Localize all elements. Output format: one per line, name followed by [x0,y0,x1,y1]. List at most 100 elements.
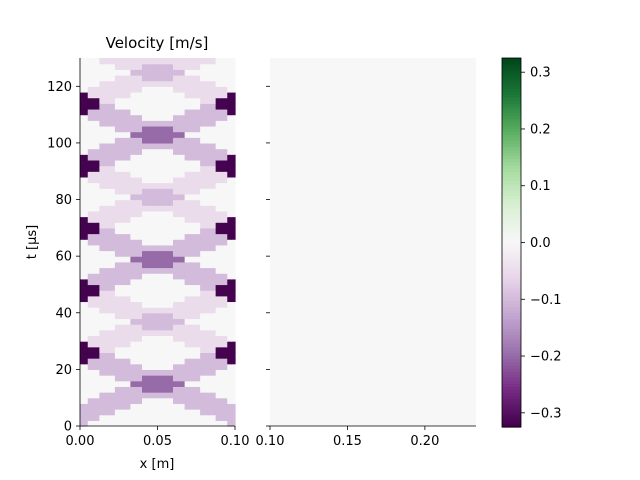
heatmap-cell [215,307,221,314]
heatmap-cell [204,278,209,286]
heatmap-cell [204,171,209,178]
heatmap-cell [99,414,104,421]
heatmap-cell [83,114,89,121]
heatmap-cell [157,148,162,155]
heatmap-cell [227,295,232,303]
heatmap-cell [80,380,85,387]
heatmap-cell [200,375,205,382]
heatmap-cell [184,176,190,184]
heatmap-cell [169,329,174,337]
heatmap-cell [173,131,178,138]
heatmap-cell [122,233,128,240]
heatmap-cell [153,346,159,353]
heatmap-cell [80,420,85,427]
heatmap-cell [200,295,205,303]
heatmap-cell [184,165,190,172]
heatmap-cell [161,108,166,116]
heatmap-cell [149,369,155,376]
heatmap-cell [153,154,159,161]
heatmap-cell [111,108,116,116]
heatmap-cell [91,335,97,342]
heatmap-cell [122,216,128,223]
heatmap-cell [99,142,104,150]
heatmap-cell [207,188,213,195]
heatmap-cell [207,159,213,167]
heatmap-cell [83,346,89,353]
heatmap-cell [227,324,232,331]
heatmap-cell [145,318,151,325]
heatmap-cell [111,74,116,82]
heatmap-cell [227,273,232,280]
heatmap-cell [165,414,170,421]
heatmap-cell [142,222,147,229]
heatmap-cell [142,137,147,144]
heatmap-cell [103,199,108,206]
heatmap-cell [161,352,166,359]
heatmap-cell [149,69,155,76]
heatmap-cell [134,131,139,138]
heatmap-cell [126,346,131,353]
heatmap-cell [107,318,112,325]
heatmap-cell [149,137,155,144]
heatmap-cell [204,386,209,393]
heatmap-cell [192,210,197,218]
heatmap-cell [122,171,128,178]
heatmap-cell [122,114,128,121]
heatmap-cell [153,131,159,138]
heatmap-cell [157,193,162,201]
heatmap-cell [184,188,190,195]
x-tick-label: 0.15 [333,434,362,449]
heatmap-cell [87,318,93,325]
heatmap-cell [130,131,135,138]
heatmap-cell [107,369,112,376]
heatmap-cell [103,375,108,382]
heatmap-cell [231,329,236,337]
heatmap-cell [188,375,193,382]
velocity-heatmap-right: 0.10 0.15 0.20 [256,58,476,449]
heatmap-cell [219,414,224,421]
heatmap-cell [114,256,120,263]
heatmap-cell [227,63,232,70]
heatmap-cell [157,267,162,274]
colorbar-swatch [502,402,521,407]
heatmap-cell [211,137,217,144]
heatmap-cell [184,74,190,82]
heatmap-cell [130,346,135,353]
heatmap-cell [161,74,166,82]
heatmap-cell [107,295,112,303]
heatmap-cell [130,86,135,93]
heatmap-cell [231,273,236,280]
heatmap-cell [134,290,139,297]
heatmap-cell [87,182,93,189]
heatmap-cell [207,301,213,308]
heatmap-cell [126,284,131,291]
heatmap-cell [142,216,147,223]
heatmap-cell [207,295,213,303]
heatmap-cell [180,176,186,184]
heatmap-cell [122,307,128,314]
heatmap-cell [118,256,124,263]
heatmap-cell [161,159,166,167]
heatmap-cell [211,114,217,121]
heatmap-cell [231,318,236,325]
heatmap-cell [138,329,143,337]
heatmap-cell [215,182,221,189]
heatmap-cell [231,420,236,427]
heatmap-cell [138,193,143,201]
colorbar-swatch [502,282,521,287]
x-tick-label: 0.10 [256,434,285,449]
heatmap-cell [118,239,124,246]
heatmap-cell [192,80,197,87]
heatmap-cell [103,312,108,320]
heatmap-cell [95,103,100,110]
heatmap-cell [118,375,124,382]
heatmap-cell [161,346,166,353]
heatmap-cell [134,307,139,314]
heatmap-cell [157,188,162,195]
heatmap-cell [231,341,236,348]
heatmap-cell [107,403,112,410]
heatmap-cell [219,244,224,252]
heatmap-cell [103,97,108,104]
heatmap-cell [200,307,205,314]
heatmap-cell [231,227,236,235]
